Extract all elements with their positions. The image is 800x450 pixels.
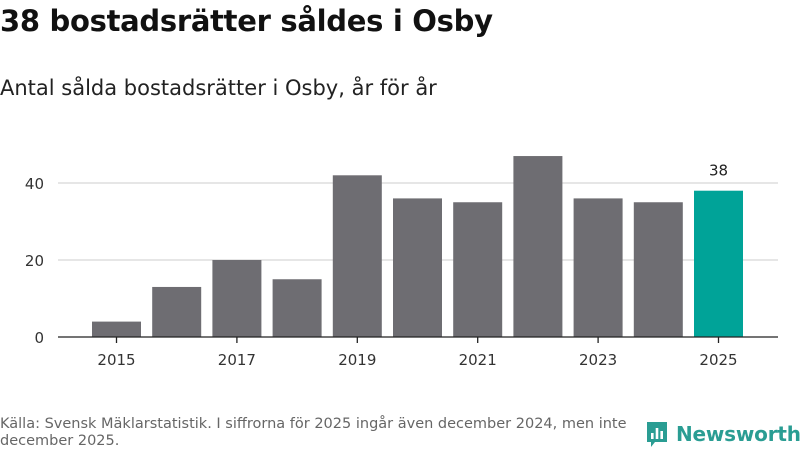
logo-text: Newsworthy <box>676 422 800 446</box>
x-tick-label: 2019 <box>338 351 376 369</box>
bar-chart: 0 20 40 2015 2017 2019 2021 2023 2025 38 <box>25 156 778 369</box>
chart-subtitle: Antal sålda bostadsrätter i Osby, år för… <box>0 76 437 100</box>
bar-2019 <box>332 175 382 337</box>
y-tick-label: 20 <box>25 252 44 270</box>
bar-2020 <box>393 198 442 337</box>
y-tick-label: 40 <box>25 175 44 193</box>
bar-2015 <box>92 321 141 337</box>
bars <box>92 156 743 337</box>
newsworthy-bar-chart-icon <box>647 422 667 447</box>
bar-2022 <box>513 156 563 337</box>
x-tick-label: 2017 <box>218 351 256 369</box>
bar-2018 <box>272 279 322 337</box>
x-tick-label: 2023 <box>579 351 617 369</box>
x-tick-label: 2015 <box>97 351 135 369</box>
bar-2016 <box>152 286 202 337</box>
source-note: Källa: Svensk Mäklarstatistik. I siffror… <box>0 416 627 449</box>
newsworthy-logo: Newsworthy <box>645 420 800 448</box>
data-labels: 38 <box>709 162 728 180</box>
chart-title: 38 bostadsrätter såldes i Osby <box>0 4 493 38</box>
x-axis-ticks: 2015 2017 2019 2021 2023 2025 <box>97 337 738 369</box>
bar-2017 <box>212 260 262 337</box>
y-axis-ticks: 0 20 40 <box>25 175 44 347</box>
data-label-2025: 38 <box>709 162 728 180</box>
x-tick-label: 2021 <box>459 351 497 369</box>
y-tick-label: 0 <box>34 329 44 347</box>
bar-2024 <box>633 202 683 337</box>
bar-2023 <box>573 198 623 337</box>
bar-2025 <box>694 190 743 337</box>
x-tick-label: 2025 <box>699 351 737 369</box>
bar-2021 <box>453 202 503 337</box>
